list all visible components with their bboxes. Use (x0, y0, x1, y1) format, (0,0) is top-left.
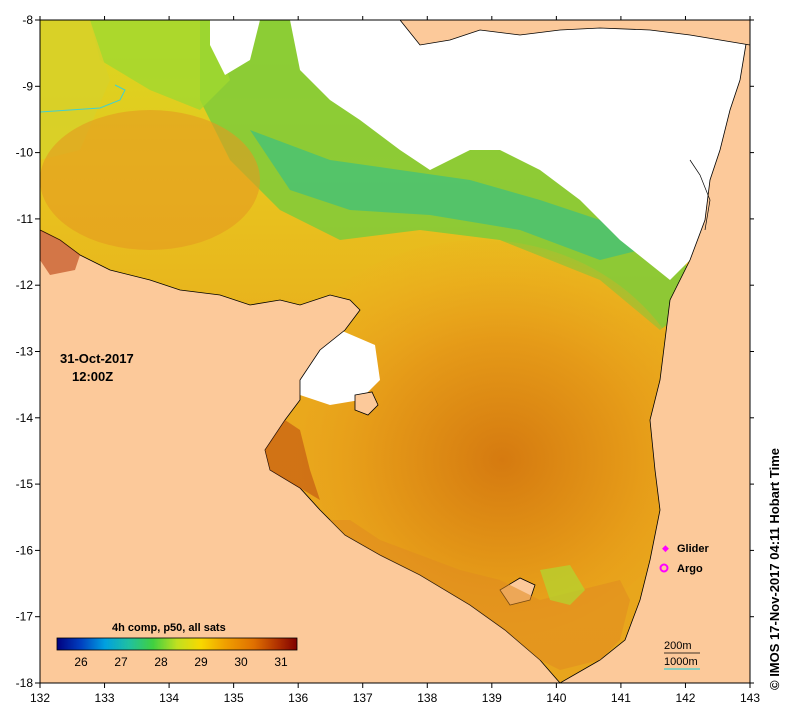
lat-tick-label: -9 (22, 79, 33, 93)
warm-coast-nw (40, 230, 80, 275)
land-new-guinea (399, 20, 750, 46)
cool-band (200, 20, 700, 330)
lat-tick-label: -18 (16, 676, 34, 690)
date-label-date: 31-Oct-2017 (60, 351, 134, 366)
lat-tick-label: -10 (16, 146, 34, 160)
warm-patch-west (40, 110, 260, 250)
argo-icon (659, 563, 669, 573)
colorbar (56, 637, 298, 651)
credit-label: © IMOS 17-Nov-2017 04:11 Hobart Time (767, 448, 782, 690)
land-qld (559, 20, 750, 683)
cool-band-2 (250, 130, 640, 260)
legend-argo-label: Argo (677, 563, 703, 575)
contour-200m-line (40, 84, 126, 113)
cloud-north (290, 20, 750, 280)
contour-1000m-label: 1000m (664, 656, 698, 668)
warm-coast-west (265, 420, 320, 500)
lat-tick-label: -15 (16, 477, 34, 491)
coast-detail (689, 159, 711, 231)
lon-tick-label: 136 (288, 691, 308, 705)
legend-glider-label: Glider (677, 543, 710, 555)
colorbar-tick-label: 29 (194, 655, 208, 669)
lon-tick-label: 141 (611, 691, 631, 705)
lat-tick-label: -12 (16, 278, 34, 292)
lon-tick-label: 142 (675, 691, 695, 705)
land-nt (40, 229, 561, 683)
plot-area (40, 20, 750, 683)
cool-band-3 (90, 20, 230, 110)
colorbar-tick-label: 27 (114, 655, 128, 669)
lon-tick-label: 134 (159, 691, 179, 705)
colorbar-ticks: 26 27 28 29 30 31 (74, 655, 288, 669)
colorbar-tick-label: 30 (234, 655, 248, 669)
lon-tick-label: 135 (224, 691, 244, 705)
lon-tick-label: 138 (417, 691, 437, 705)
contour-200m-label: 200m (664, 640, 692, 652)
lon-tick-label: 133 (95, 691, 115, 705)
glider-icon: ◆ (662, 543, 669, 553)
colorbar-title: 4h comp, p50, all sats (112, 622, 226, 634)
colorbar-tick-label: 28 (154, 655, 168, 669)
lon-axis: 132 133 134 135 136 137 138 139 140 141 142 143 (30, 16, 760, 705)
lat-tick-label: -17 (16, 610, 34, 624)
lat-tick-label: -8 (22, 13, 33, 27)
lat-tick-label: -14 (16, 411, 34, 425)
lat-tick-label: -11 (17, 212, 34, 226)
lat-axis: -8 -9 -10 -11 -12 -13 -14 -15 -16 -17 -18 (16, 13, 754, 690)
lat-tick-label: -13 (16, 345, 34, 359)
warm-coast-south (330, 520, 630, 670)
green-patch-south (540, 565, 585, 605)
lon-tick-label: 132 (30, 691, 50, 705)
colorbar-tick-label: 26 (74, 655, 88, 669)
cloud-north-2 (210, 20, 260, 75)
lon-tick-label: 137 (353, 691, 373, 705)
lon-tick-label: 140 (546, 691, 566, 705)
lat-tick-label: -16 (16, 543, 34, 557)
colorbar-tick-label: 31 (274, 655, 288, 669)
lon-tick-label: 143 (740, 691, 760, 705)
lon-tick-label: 139 (482, 691, 502, 705)
date-label-time: 12:00Z (72, 369, 113, 384)
north-west-sea (40, 20, 110, 160)
land-groote (354, 391, 379, 416)
